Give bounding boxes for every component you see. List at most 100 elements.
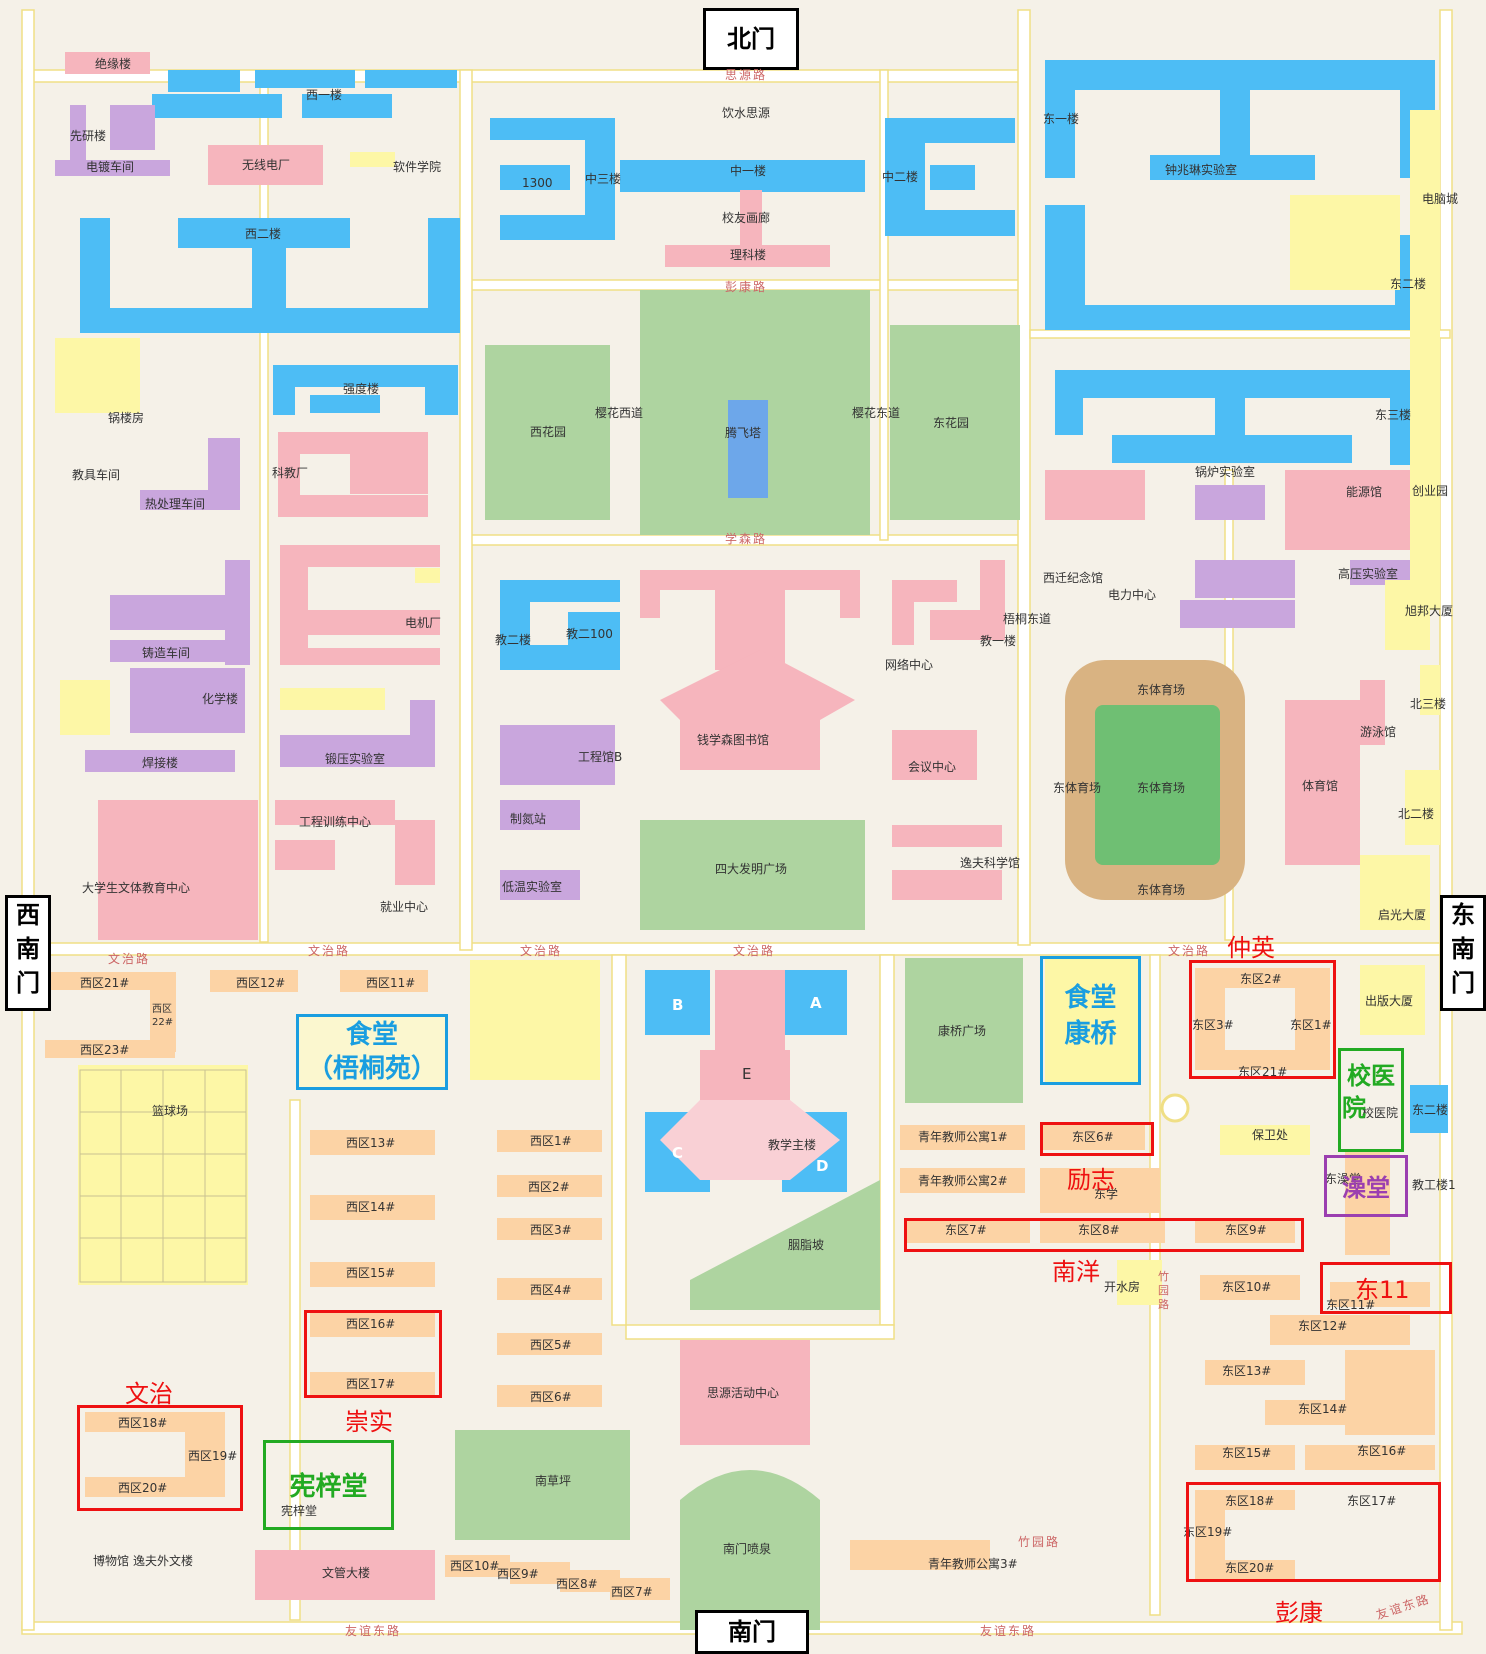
label-d6[interactable]: 东区6# — [1072, 1130, 1114, 1144]
highlight-bathhouse[interactable] — [1324, 1155, 1408, 1217]
label-x10[interactable]: 西区10# — [450, 1559, 500, 1573]
label-building-d[interactable]: D — [816, 1157, 829, 1175]
label-donghuayuan[interactable]: 东花园 — [933, 416, 970, 430]
gate-south[interactable]: 南门 — [695, 1610, 809, 1654]
label-building-c[interactable]: C — [672, 1144, 684, 1162]
label-jiaoju[interactable]: 教具车间 — [72, 468, 121, 482]
label-jiaoer[interactable]: 教二楼 — [495, 633, 532, 647]
label-x23[interactable]: 西区23# — [80, 1043, 130, 1057]
label-x4[interactable]: 西区4# — [530, 1283, 572, 1297]
label-huaxue[interactable]: 化学楼 — [202, 692, 239, 706]
label-d1[interactable]: 东区1# — [1290, 1018, 1332, 1032]
label-x22[interactable]: 西区22# — [152, 1004, 174, 1028]
highlight-chongshi[interactable] — [304, 1310, 442, 1398]
label-d3[interactable]: 东区3# — [1192, 1018, 1234, 1032]
label-nancaoping[interactable]: 南草坪 — [535, 1474, 572, 1488]
label-nengyuan[interactable]: 能源馆 — [1346, 485, 1383, 499]
label-x21[interactable]: 西区21# — [80, 976, 130, 990]
label-d20[interactable]: 东区20# — [1225, 1561, 1275, 1575]
label-d8[interactable]: 东区8# — [1078, 1223, 1120, 1237]
highlight-pengkang[interactable] — [1186, 1482, 1441, 1582]
label-dianji[interactable]: 电机厂 — [405, 616, 442, 630]
label-baowei[interactable]: 保卫处 — [1252, 1128, 1289, 1142]
label-dongyuantang[interactable]: 东澡堂 — [1325, 1172, 1362, 1186]
label-qn1[interactable]: 青年教师公寓1# — [918, 1130, 1008, 1144]
label-building-a[interactable]: A — [810, 994, 822, 1012]
label-like[interactable]: 理科楼 — [730, 248, 767, 262]
label-dongsan[interactable]: 东三楼 — [1375, 408, 1412, 422]
label-diwen[interactable]: 低温实验室 — [502, 880, 563, 894]
label-building-b[interactable]: B — [672, 996, 684, 1014]
label-dongti-top[interactable]: 东体育场 — [1137, 683, 1186, 697]
label-chuangye[interactable]: 创业园 — [1412, 484, 1449, 498]
label-dianli[interactable]: 电力中心 — [1108, 588, 1157, 602]
label-xihuayuan[interactable]: 西花园 — [530, 425, 567, 439]
label-guolu[interactable]: 锅楼房 — [108, 411, 145, 425]
label-duanya[interactable]: 锻压实验室 — [325, 752, 386, 766]
label-rechuli[interactable]: 热处理车间 — [145, 497, 206, 511]
label-jiaogong[interactable]: 教工楼1 — [1412, 1178, 1456, 1192]
label-xiaoyou[interactable]: 校友画廊 — [722, 211, 771, 225]
label-qiangdu[interactable]: 强度楼 — [343, 382, 380, 396]
label-dongyi[interactable]: 东一楼 — [1043, 112, 1080, 126]
label-chuban[interactable]: 出版大厦 — [1365, 994, 1414, 1008]
label-xubang[interactable]: 旭邦大厦 — [1405, 604, 1454, 618]
label-dongxue[interactable]: 东学 — [1094, 1187, 1119, 1201]
label-x8[interactable]: 西区8# — [556, 1577, 598, 1591]
label-yanzhi[interactable]: 胭脂坡 — [788, 1238, 825, 1252]
highlight-lizhi[interactable] — [1040, 1122, 1154, 1156]
label-d19[interactable]: 东区19# — [1183, 1525, 1233, 1539]
label-d9[interactable]: 东区9# — [1225, 1223, 1267, 1237]
label-guolushi[interactable]: 锅炉实验室 — [1195, 465, 1256, 479]
label-tushuguan[interactable]: 钱学森图书馆 — [697, 733, 770, 747]
label-jiaoyi[interactable]: 教一楼 — [980, 634, 1017, 648]
label-tengfei[interactable]: 腾飞塔 — [725, 426, 762, 440]
label-x5[interactable]: 西区5# — [530, 1338, 572, 1352]
label-xiqian[interactable]: 西迁纪念馆 — [1043, 571, 1104, 585]
label-wenguan[interactable]: 文管大楼 — [322, 1566, 371, 1580]
label-x3[interactable]: 西区3# — [530, 1223, 572, 1237]
highlight-canteen-kangqiao[interactable] — [1040, 956, 1141, 1085]
label-x12[interactable]: 西区12# — [236, 976, 286, 990]
label-lanqiu[interactable]: 篮球场 — [152, 1104, 189, 1118]
label-jiaoer100[interactable]: 教二100 — [566, 627, 613, 641]
label-1300[interactable]: 1300 — [522, 176, 553, 190]
label-x1[interactable]: 西区1# — [530, 1134, 572, 1148]
highlight-xianzitang[interactable] — [263, 1440, 394, 1530]
label-xier[interactable]: 西二楼 — [245, 227, 282, 241]
label-d21[interactable]: 东区21# — [1238, 1065, 1288, 1079]
label-x20[interactable]: 西区20# — [118, 1481, 168, 1495]
label-d11[interactable]: 东区11# — [1326, 1298, 1376, 1312]
label-zhongyi[interactable]: 中一楼 — [730, 164, 767, 178]
label-diannao[interactable]: 电脑城 — [1422, 192, 1459, 206]
label-zhidan[interactable]: 制氮站 — [510, 812, 547, 826]
label-x13[interactable]: 西区13# — [346, 1136, 396, 1150]
highlight-wenzhi[interactable] — [77, 1405, 243, 1511]
label-siyuanhd[interactable]: 思源活动中心 — [707, 1386, 780, 1400]
highlight-hospital[interactable] — [1338, 1048, 1404, 1152]
label-youyong[interactable]: 游泳馆 — [1360, 725, 1397, 739]
label-beisan[interactable]: 北三楼 — [1410, 697, 1447, 711]
label-dongti-left[interactable]: 东体育场 — [1053, 781, 1102, 795]
label-bowu[interactable]: 博物馆 — [93, 1554, 130, 1568]
highlight-canteen-wutong[interactable] — [296, 1014, 448, 1090]
label-dongti-center[interactable]: 东体育场 — [1137, 781, 1186, 795]
label-x18[interactable]: 西区18# — [118, 1416, 168, 1430]
label-wuxian[interactable]: 无线电厂 — [242, 158, 291, 172]
label-qn3[interactable]: 青年教师公寓3# — [928, 1557, 1018, 1571]
label-beier[interactable]: 北二楼 — [1398, 807, 1435, 821]
label-kejiao[interactable]: 科教厂 — [272, 466, 309, 480]
label-nanmenpq[interactable]: 南门喷泉 — [723, 1542, 772, 1556]
label-x2[interactable]: 西区2# — [528, 1180, 570, 1194]
label-x16[interactable]: 西区16# — [346, 1317, 396, 1331]
label-gongchengb[interactable]: 工程馆B — [578, 750, 623, 764]
label-zhuzao[interactable]: 铸造车间 — [142, 646, 191, 660]
label-donger[interactable]: 东二楼 — [1390, 277, 1427, 291]
label-zhonger[interactable]: 中二楼 — [882, 170, 919, 184]
highlight-zhongying[interactable] — [1189, 960, 1336, 1079]
label-gongcheng[interactable]: 工程训练中心 — [299, 815, 372, 829]
gate-southwest[interactable]: 西南门 — [5, 895, 51, 1011]
label-xiyi[interactable]: 西一楼 — [306, 88, 343, 102]
label-gaoya[interactable]: 高压实验室 — [1338, 567, 1399, 581]
